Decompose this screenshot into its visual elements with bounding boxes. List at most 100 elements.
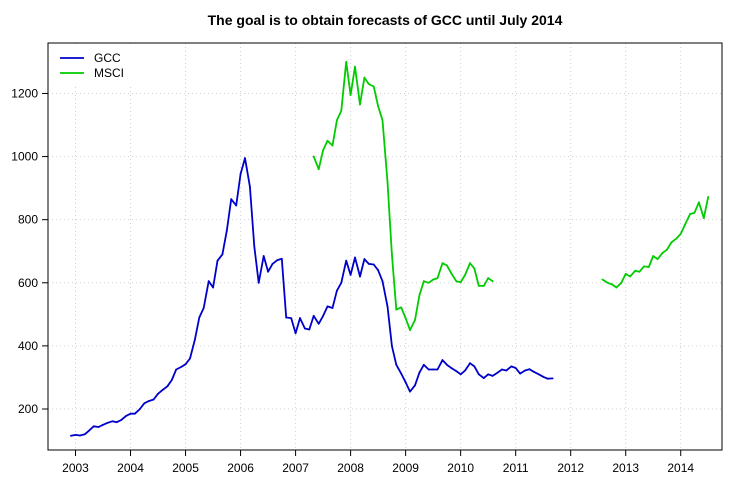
data-point-msci xyxy=(404,317,407,319)
data-point-gcc xyxy=(139,408,141,410)
series-line-gcc xyxy=(70,157,554,437)
data-point-gcc xyxy=(386,305,389,308)
x-tick-label: 2014 xyxy=(667,461,694,475)
data-point-gcc xyxy=(180,366,183,368)
data-point-gcc xyxy=(469,362,471,365)
data-point-msci xyxy=(666,248,668,251)
grid xyxy=(48,43,722,450)
data-point-gcc xyxy=(111,420,114,423)
x-tick-label: 2013 xyxy=(612,461,639,475)
data-point-gcc xyxy=(377,269,379,272)
data-point-gcc xyxy=(501,368,503,371)
data-point-gcc xyxy=(446,363,448,366)
data-point-gcc xyxy=(235,204,238,207)
data-point-msci xyxy=(601,278,604,281)
data-point-gcc xyxy=(216,259,219,262)
data-point-gcc xyxy=(505,369,508,372)
x-tick-label: 2012 xyxy=(557,461,584,475)
legend-label-msci: MSCI xyxy=(94,66,124,80)
data-point-gcc xyxy=(97,426,100,428)
data-point-msci xyxy=(491,280,494,283)
data-point-gcc xyxy=(221,253,224,256)
data-point-gcc xyxy=(143,402,146,405)
data-point-gcc xyxy=(84,433,86,436)
data-point-msci xyxy=(427,281,430,284)
x-tick-label: 2008 xyxy=(337,461,364,475)
data-point-msci xyxy=(367,83,370,85)
data-point-gcc xyxy=(404,381,407,384)
data-point-msci xyxy=(606,281,609,284)
data-point-gcc xyxy=(225,229,228,232)
data-point-gcc xyxy=(510,365,513,368)
data-point-gcc xyxy=(70,434,72,437)
data-point-msci xyxy=(611,283,613,286)
data-point-gcc xyxy=(294,332,297,335)
data-point-msci xyxy=(446,264,448,267)
data-point-gcc xyxy=(106,422,109,424)
data-point-gcc xyxy=(391,345,393,347)
data-point-msci xyxy=(670,241,673,244)
data-point-msci xyxy=(707,196,710,198)
legend: GCC MSCI xyxy=(52,46,148,86)
data-point-gcc xyxy=(542,375,545,378)
data-point-msci xyxy=(395,308,398,311)
data-point-msci xyxy=(477,285,480,287)
data-point-msci xyxy=(652,255,655,257)
data-point-msci xyxy=(409,329,411,331)
data-point-msci xyxy=(400,306,403,309)
y-tick-label: 200 xyxy=(18,402,38,416)
data-point-msci xyxy=(693,211,696,214)
x-tick-label: 2009 xyxy=(392,461,419,475)
data-point-msci xyxy=(464,274,466,276)
data-point-msci xyxy=(354,65,356,68)
data-point-msci xyxy=(326,139,329,142)
data-point-gcc xyxy=(322,315,324,317)
data-point-msci xyxy=(386,180,389,183)
y-axis: 200 400 600 800 1000 1200 xyxy=(11,86,48,416)
data-point-gcc xyxy=(317,322,320,325)
data-point-msci xyxy=(322,149,324,152)
data-point-msci xyxy=(349,94,352,96)
data-point-gcc xyxy=(115,421,118,424)
data-point-msci xyxy=(679,233,682,235)
data-point-gcc xyxy=(262,255,265,257)
data-point-gcc xyxy=(129,412,132,415)
data-point-gcc xyxy=(336,289,338,292)
data-point-msci xyxy=(469,262,471,265)
series-group xyxy=(70,61,710,437)
data-point-gcc xyxy=(102,423,104,426)
data-point-msci xyxy=(661,251,664,254)
x-tick-label: 2010 xyxy=(447,461,474,475)
data-point-gcc xyxy=(326,305,329,308)
data-point-gcc xyxy=(400,372,403,375)
data-point-msci xyxy=(381,119,384,122)
data-point-gcc xyxy=(125,415,127,417)
y-tick-label: 1000 xyxy=(11,150,38,164)
data-point-gcc xyxy=(459,373,462,376)
data-point-msci xyxy=(629,275,631,278)
data-point-gcc xyxy=(363,258,366,260)
data-point-msci xyxy=(450,272,453,275)
data-point-gcc xyxy=(359,275,361,278)
data-point-msci xyxy=(702,217,705,220)
data-point-gcc xyxy=(491,375,494,377)
data-point-gcc xyxy=(528,368,531,371)
y-tick-label: 1200 xyxy=(11,86,38,100)
data-point-gcc xyxy=(267,270,269,273)
data-point-msci xyxy=(620,281,623,284)
data-point-gcc xyxy=(427,368,430,371)
data-point-gcc xyxy=(257,281,260,284)
data-point-gcc xyxy=(482,377,485,379)
data-point-msci xyxy=(459,281,462,284)
x-tick-label: 2005 xyxy=(172,461,199,475)
data-point-gcc xyxy=(285,316,288,319)
data-point-gcc xyxy=(88,429,91,432)
y-tick-label: 800 xyxy=(18,213,38,227)
x-axis: 2003 2004 2005 2006 2007 2008 2009 2010 2011 2012… xyxy=(62,450,694,475)
x-tick-label: 2004 xyxy=(117,461,144,475)
data-point-msci xyxy=(675,237,678,240)
data-point-gcc xyxy=(340,281,343,284)
data-point-msci xyxy=(372,85,375,88)
data-point-gcc xyxy=(152,398,155,401)
data-point-gcc xyxy=(147,400,150,402)
